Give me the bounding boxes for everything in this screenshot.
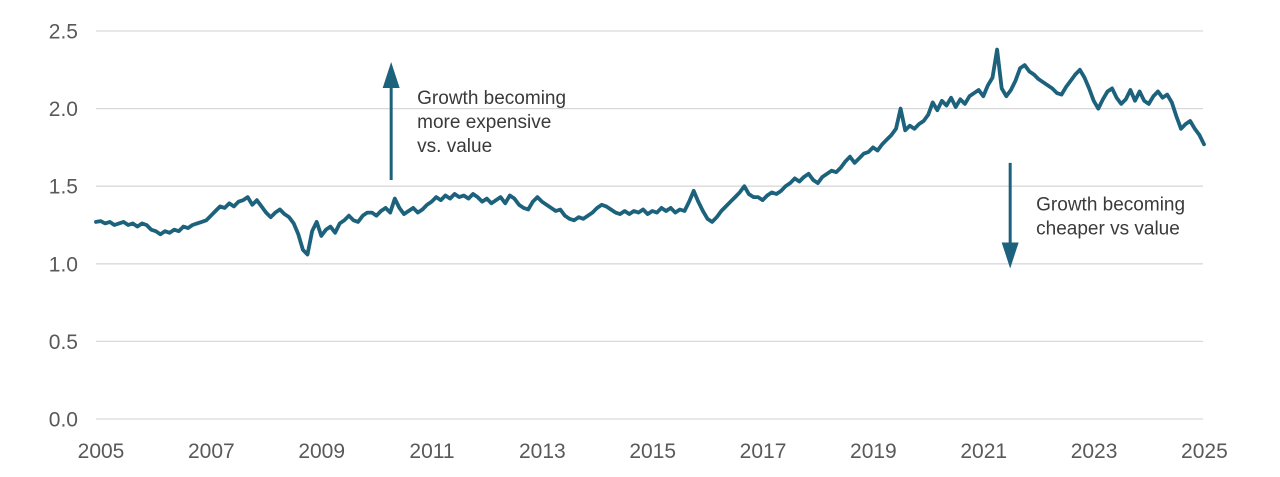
arrow-down-icon <box>1001 242 1019 269</box>
x-tick-label: 2013 <box>519 440 566 463</box>
growth-more-expensive-label: Growth becoming more expensive vs. value <box>417 88 566 157</box>
arrow-up-icon <box>382 62 400 89</box>
growth-more-expensive-label-line: more expensive <box>417 112 551 133</box>
x-tick-label: 2005 <box>78 440 125 463</box>
x-tick-label: 2025 <box>1181 440 1228 463</box>
x-tick-label: 2009 <box>298 440 345 463</box>
x-tick-label: 2011 <box>409 440 454 463</box>
y-tick-label: 1.0 <box>49 253 78 276</box>
x-tick-label: 2021 <box>960 440 1007 463</box>
y-tick-label: 2.0 <box>49 98 78 121</box>
x-tick-label: 2017 <box>740 440 787 463</box>
x-tick-label: 2015 <box>629 440 676 463</box>
growth-more-expensive-label-line: Growth becoming <box>417 88 566 109</box>
growth-cheaper-label-line: cheaper vs value <box>1036 219 1180 240</box>
x-tick-label: 2007 <box>188 440 235 463</box>
growth-more-expensive-label-line: vs. value <box>417 136 492 157</box>
growth-cheaper-label: Growth becoming cheaper vs value <box>1036 195 1185 240</box>
y-tick-label: 1.5 <box>49 176 78 199</box>
x-tick-label: 2023 <box>1071 440 1118 463</box>
y-tick-label: 0.0 <box>49 409 78 432</box>
x-tick-label: 2019 <box>850 440 897 463</box>
y-tick-label: 2.5 <box>49 21 78 44</box>
y-tick-label: 0.5 <box>49 331 78 354</box>
growth-cheaper-label-line: Growth becoming <box>1036 195 1185 216</box>
ratio-line <box>94 47 1206 257</box>
